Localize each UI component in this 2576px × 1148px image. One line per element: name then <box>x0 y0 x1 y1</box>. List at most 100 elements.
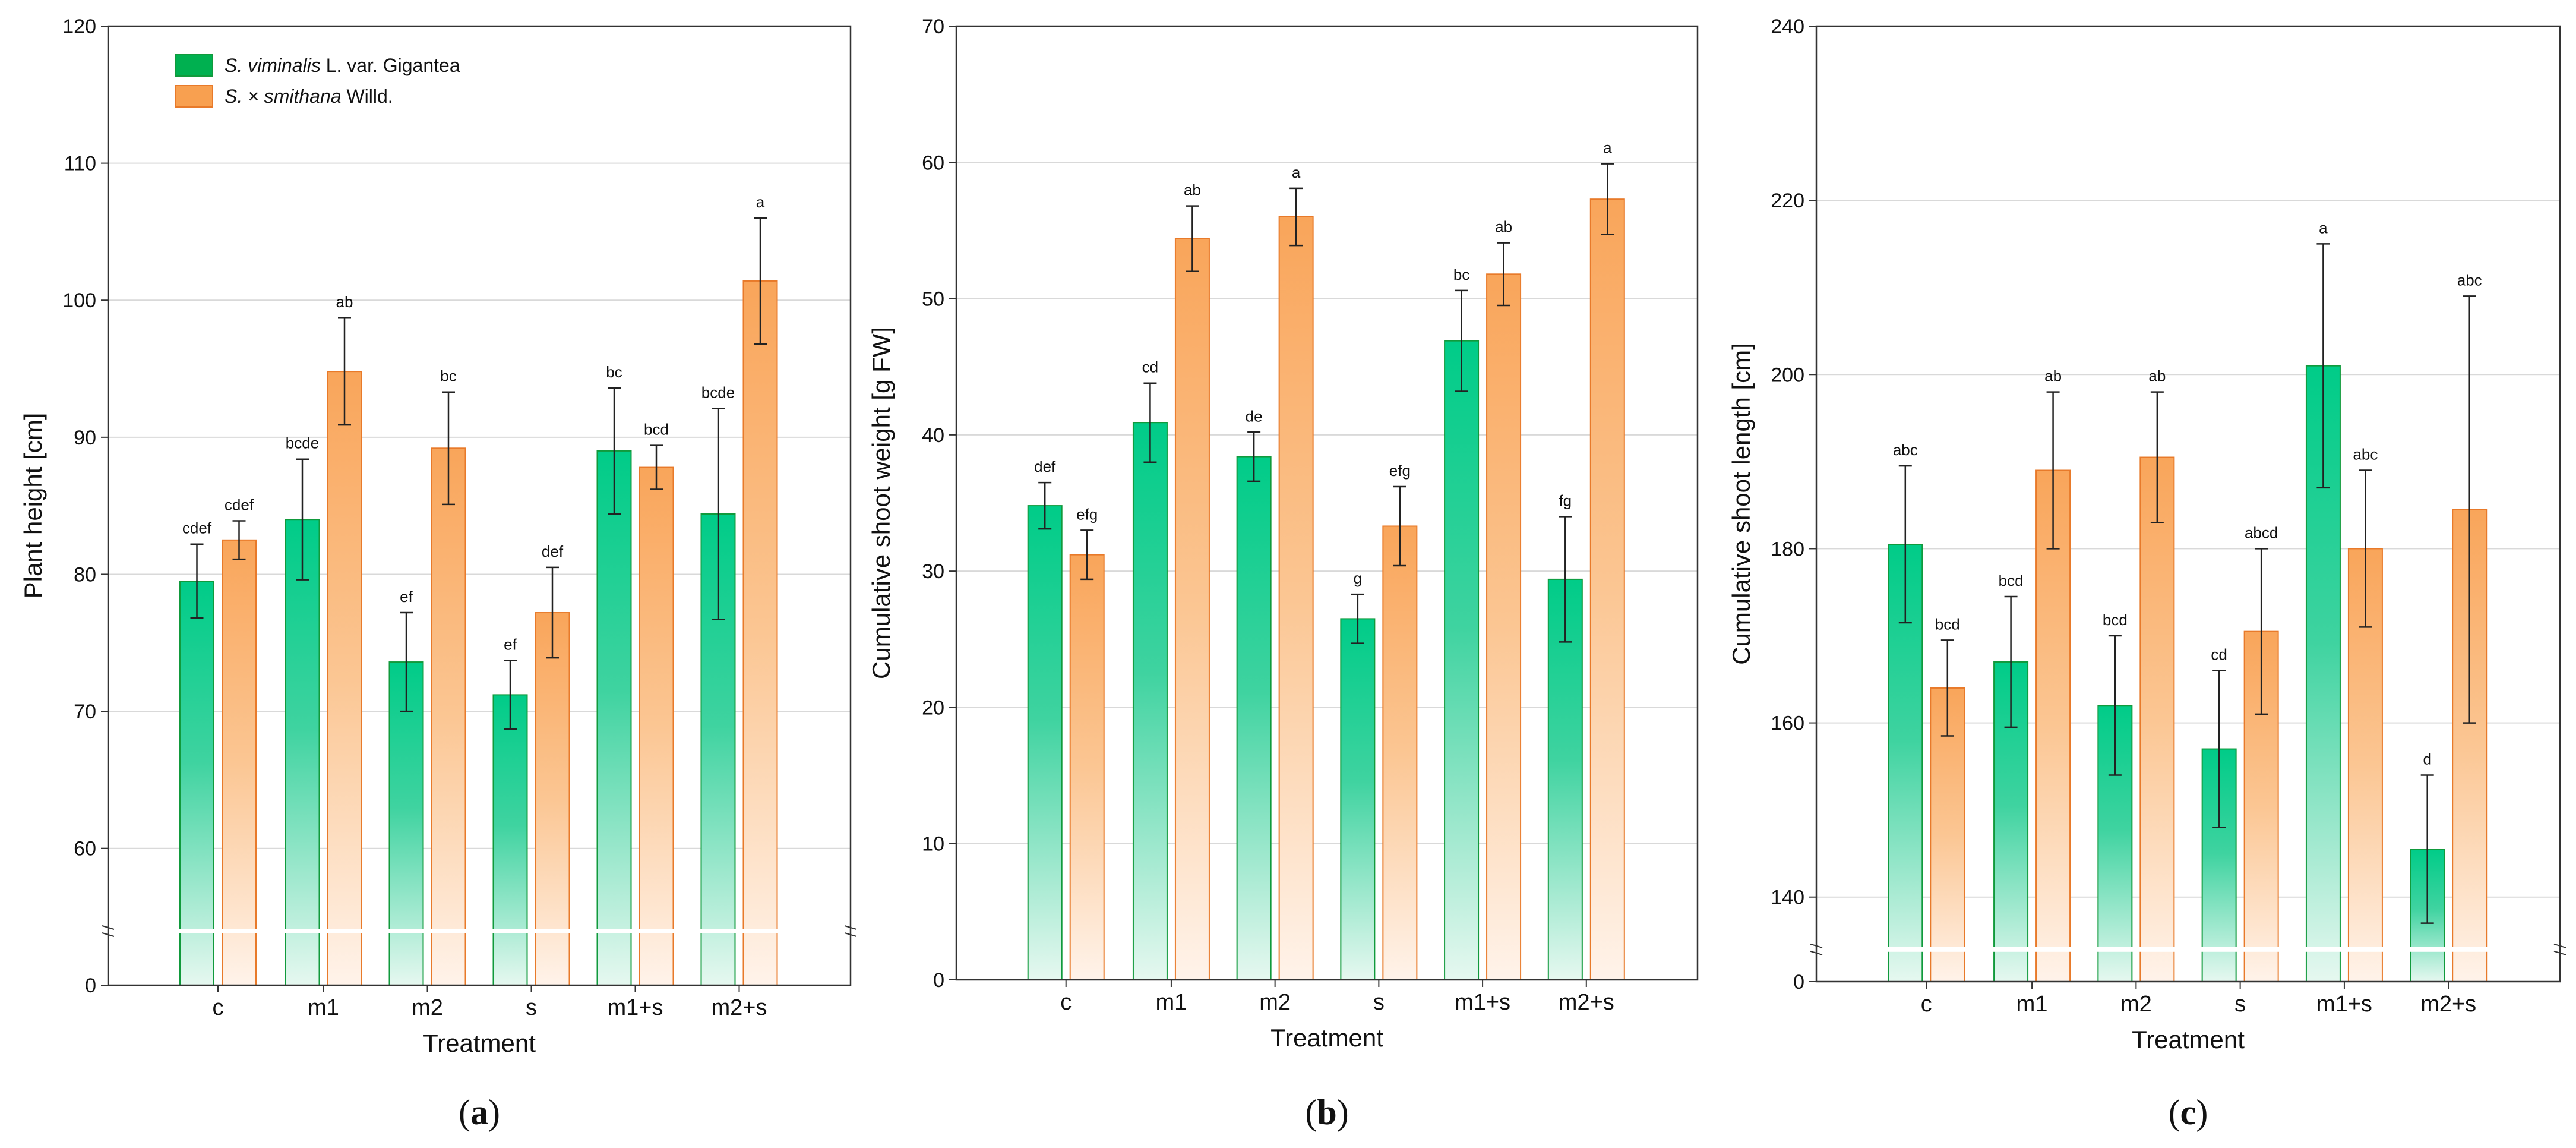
x-tick-label: s <box>1373 990 1385 1015</box>
y-tick-label: 10 <box>922 833 944 856</box>
x-tick-label: m1+s <box>608 995 663 1020</box>
y-tick-label: 90 <box>74 427 96 449</box>
significance-letter: ef <box>400 588 413 605</box>
significance-letter: de <box>1246 407 1263 425</box>
significance-letter: bcd <box>644 421 669 439</box>
significance-letter: cd <box>2211 646 2227 664</box>
plot-frame <box>955 25 1699 981</box>
significance-letter: a <box>1292 163 1301 181</box>
bar <box>742 280 778 986</box>
bar <box>596 450 632 986</box>
significance-letter: a <box>1603 139 1612 157</box>
y-tick-label: 70 <box>74 701 96 723</box>
y-tick-label: 110 <box>64 153 96 175</box>
x-tick-label: m2 <box>1259 990 1291 1015</box>
bar <box>639 466 674 986</box>
panel-label-letter: a <box>470 1093 488 1132</box>
y-tick-label: 200 <box>1771 364 1804 386</box>
bar <box>327 371 362 986</box>
x-tick-label: m1 <box>2016 992 2048 1017</box>
bar <box>2139 456 2175 982</box>
y-tick-label: 120 <box>62 15 96 38</box>
significance-letter: cdef <box>225 496 254 514</box>
x-tick-label: c <box>1060 990 1072 1015</box>
y-tick-label: 140 <box>1771 887 1804 909</box>
legend: S. viminalis L. var. Gigantea S. × smitha… <box>175 54 460 108</box>
legend-label: S. viminalis L. var. Gigantea <box>225 55 460 76</box>
significance-letter: ab <box>1495 218 1512 236</box>
significance-letter: def <box>1034 458 1056 475</box>
bar <box>1132 422 1168 980</box>
legend-swatch <box>175 85 213 108</box>
bar <box>1174 238 1210 981</box>
x-tick-label: m2+s <box>1559 990 1614 1015</box>
bar <box>1236 456 1272 980</box>
bar <box>222 539 257 986</box>
legend-label-species: S. × smithana <box>225 86 342 107</box>
plot-frame <box>1815 25 2561 983</box>
x-tick-label: m1+s <box>2316 992 2372 1017</box>
significance-letter: g <box>1354 569 1362 587</box>
significance-letter: ab <box>2148 367 2166 385</box>
x-axis-title: Treatment <box>2132 1026 2245 1054</box>
bar <box>1382 525 1418 980</box>
y-tick-label: 20 <box>922 696 944 719</box>
panel-label-letter: c <box>2180 1093 2196 1132</box>
y-tick-label: 0 <box>933 969 944 992</box>
x-tick-label: m1 <box>308 995 339 1020</box>
bar <box>1486 273 1522 980</box>
panel-label: (a) <box>459 1093 500 1132</box>
legend-label-authority: L. var. Gigantea <box>321 55 460 76</box>
bar <box>1589 198 1625 980</box>
significance-letter: efg <box>1076 505 1098 523</box>
y-tick-label: 30 <box>922 560 944 583</box>
x-tick-label: c <box>213 995 224 1020</box>
significance-letter: ab <box>2044 367 2062 385</box>
y-tick-label: 50 <box>922 288 944 311</box>
axis-break-band <box>100 929 859 933</box>
significance-letter: cd <box>1142 358 1158 376</box>
y-axis-title: Plant height [cm] <box>19 413 47 599</box>
bar <box>1444 340 1480 980</box>
y-tick-label: 100 <box>62 289 96 312</box>
x-axis-title: Treatment <box>1270 1024 1383 1052</box>
x-tick-label: s <box>526 995 537 1020</box>
y-tick-label: 60 <box>74 838 96 860</box>
plot-frame <box>107 25 852 986</box>
x-axis-title: Treatment <box>423 1029 536 1057</box>
significance-letter: bc <box>1453 266 1469 283</box>
x-tick-label: m2+s <box>2420 992 2476 1017</box>
y-tick-label: 240 <box>1771 15 1804 38</box>
significance-letter: fg <box>1559 491 1572 509</box>
x-tick-label: m1+s <box>1455 990 1510 1015</box>
x-tick-label: s <box>2234 992 2246 1017</box>
y-axis-title: Cumulative shoot length [cm] <box>1727 343 1755 665</box>
bar <box>179 580 214 986</box>
significance-letter: abc <box>1893 441 1918 459</box>
y-tick-label: 220 <box>1771 190 1804 212</box>
significance-letter: cdef <box>182 519 212 537</box>
bar <box>492 694 528 986</box>
x-tick-label: m1 <box>1156 990 1187 1015</box>
significance-letter: a <box>2319 219 2328 236</box>
legend-label-species: S. viminalis <box>225 55 321 76</box>
significance-letter: abcd <box>2245 523 2278 541</box>
y-tick-label: 70 <box>922 15 944 38</box>
y-tick-label: 40 <box>922 424 944 447</box>
axis-break-band <box>1808 947 2568 952</box>
significance-letter: ef <box>504 636 517 654</box>
significance-letter: a <box>756 193 765 211</box>
bar <box>1069 554 1105 980</box>
significance-letter: bc <box>440 367 456 385</box>
bar <box>1340 618 1376 980</box>
significance-letter: bcd <box>2103 611 2128 629</box>
significance-letter: ab <box>336 293 353 311</box>
significance-letter: def <box>542 543 564 560</box>
chart-panel-a: cdef cdef c bcde ab m1 ef bc m2 ef def s bc bcd m1+s bc… <box>19 15 859 1132</box>
y-tick-label: 0 <box>1793 971 1804 994</box>
significance-letter: abc <box>2353 446 2378 463</box>
x-tick-label: m2 <box>2120 992 2152 1017</box>
panel-label: (c) <box>2169 1093 2208 1132</box>
